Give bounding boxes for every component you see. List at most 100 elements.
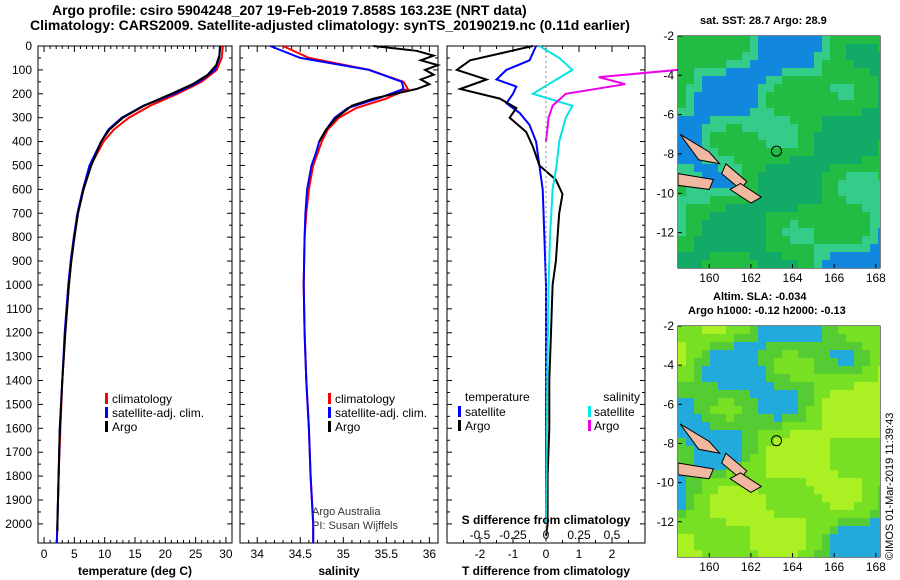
sst-map-cell	[846, 76, 854, 84]
sla-map-cell	[846, 494, 854, 502]
sla-map-cell	[878, 334, 880, 342]
sst-map-cell	[694, 188, 702, 196]
sst-map-cell	[878, 116, 880, 124]
sst-map-cell	[694, 108, 702, 116]
sst-map-cell	[678, 36, 686, 44]
y-tick-label: 1800	[5, 469, 32, 483]
x-tick-label: 10	[98, 547, 112, 561]
sla-map-cell	[710, 326, 718, 334]
sla-map-cell	[758, 470, 766, 478]
sst-map-cell	[870, 220, 878, 228]
sla-map-cell	[782, 438, 790, 446]
sst-map-cell	[742, 148, 750, 156]
sst-map-cell	[814, 92, 822, 100]
sst-map-cell	[830, 236, 838, 244]
sst-map-cell	[822, 212, 830, 220]
sla-map-cell	[686, 542, 694, 550]
sst-map-cell	[814, 52, 822, 60]
sst-map-cell	[854, 164, 862, 172]
sst-map-cell	[814, 68, 822, 76]
sst-map-cell	[710, 116, 718, 124]
sst-map-cell	[790, 92, 798, 100]
sst-map-cell	[782, 60, 790, 68]
sla-map-cell	[798, 350, 806, 358]
sst-map-cell	[782, 140, 790, 148]
sla-map-cell	[830, 542, 838, 550]
sla-map-cell	[870, 430, 878, 438]
sla-map-cell	[758, 390, 766, 398]
sst-map-cell	[758, 108, 766, 116]
sla-map-cell	[718, 342, 726, 350]
sst-map-cell	[878, 228, 880, 236]
sla-map-cell	[862, 414, 870, 422]
sst-map-cell	[734, 228, 742, 236]
sst-map-cell	[734, 212, 742, 220]
sst-map-cell	[862, 252, 870, 260]
sst-map-cell	[766, 84, 774, 92]
y-tick-label: 1400	[5, 374, 32, 388]
sla-map-cell	[694, 446, 702, 454]
sst-map-cell	[790, 204, 798, 212]
sst-map-cell	[742, 140, 750, 148]
sla-map-cell	[846, 502, 854, 510]
sla-map-cell	[782, 518, 790, 526]
sla-map-cell	[774, 406, 782, 414]
sla-map-cell	[822, 542, 830, 550]
sla-map-cell	[710, 494, 718, 502]
sst-map-cell	[814, 244, 822, 252]
sst-map-cell	[742, 36, 750, 44]
sst-map-cell	[774, 76, 782, 84]
sla-map-cell	[758, 518, 766, 526]
sla-map-cell	[846, 478, 854, 486]
sla-map-cell	[718, 390, 726, 398]
sla-map-cell	[878, 366, 880, 374]
sla-map-cell	[830, 534, 838, 542]
sla-map-cell	[854, 446, 862, 454]
sla-map-cell	[798, 446, 806, 454]
sla-map-cell	[782, 358, 790, 366]
sst-map-cell	[782, 244, 790, 252]
sst-map-cell	[846, 36, 854, 44]
sla-map-cell	[862, 470, 870, 478]
sla-map-cell	[710, 550, 718, 557]
sst-map-cell	[774, 60, 782, 68]
map-x-tick-label: 162	[741, 560, 761, 574]
sst-map-cell	[766, 204, 774, 212]
sst-map-cell	[742, 100, 750, 108]
sst-map-cell	[862, 84, 870, 92]
sst-map-cell	[862, 212, 870, 220]
sst-map-cell	[710, 108, 718, 116]
sla-map-cell	[862, 550, 870, 557]
sst-map-cell	[710, 228, 718, 236]
y-tick-label: 700	[12, 206, 32, 220]
sla-map-cell	[702, 478, 710, 486]
sst-map-cell	[750, 244, 758, 252]
sst-map-cell	[790, 140, 798, 148]
sst-map-cell	[718, 212, 726, 220]
sla-map-cell	[790, 454, 798, 462]
sla-map-cell	[814, 326, 822, 334]
sla-map-cell	[878, 398, 880, 406]
sla-map-cell	[806, 454, 814, 462]
sla-map-cell	[774, 334, 782, 342]
sla-map-cell	[742, 342, 750, 350]
sla-map-cell	[870, 358, 878, 366]
sst-map-cell	[678, 140, 686, 148]
sla-map-cell	[702, 414, 710, 422]
sst-map-cell	[790, 260, 798, 268]
sla-map-cell	[790, 478, 798, 486]
sla-map-cell	[718, 358, 726, 366]
sla-map-cell	[750, 446, 758, 454]
sla-map-cell	[750, 502, 758, 510]
sla-map-cell	[822, 414, 830, 422]
sla-map-cell	[750, 534, 758, 542]
sla-map-cell	[790, 366, 798, 374]
sla-map-cell	[710, 462, 718, 470]
sst-map-cell	[734, 108, 742, 116]
sla-map-cell	[686, 334, 694, 342]
sla-map-cell	[838, 462, 846, 470]
series-line-difference-2	[530, 45, 575, 524]
sla-map-cell	[766, 350, 774, 358]
sst-map-cell	[870, 244, 878, 252]
map-y-tick-label: -10	[657, 186, 675, 200]
